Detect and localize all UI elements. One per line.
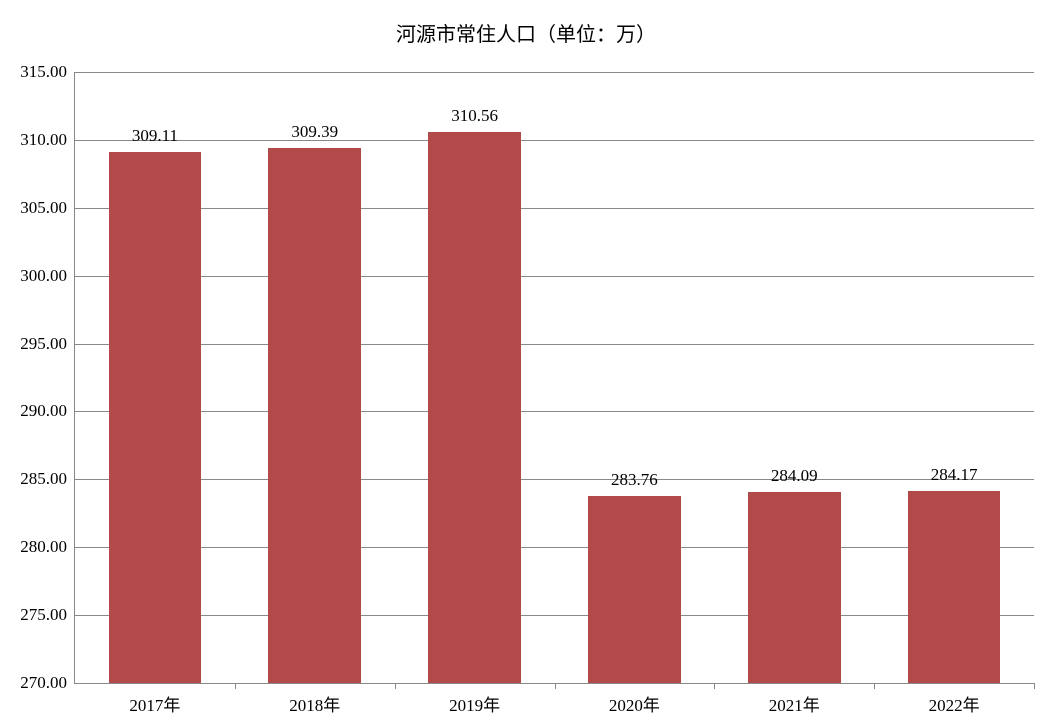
- bar: 283.76: [588, 496, 681, 683]
- ytick-label: 285.00: [20, 469, 75, 489]
- xtick-label: 2021年: [769, 691, 820, 716]
- xtick-label: 2018年: [289, 691, 340, 716]
- bar-slot: 309.112017年: [75, 72, 235, 683]
- bar: 284.09: [748, 492, 841, 683]
- bar-value-label: 284.09: [771, 466, 818, 486]
- plot-area: 309.112017年309.392018年310.562019年283.762…: [74, 72, 1034, 684]
- chart-title: 河源市常住人口（单位：万）: [0, 18, 1052, 47]
- bar-slot: 284.092021年: [714, 72, 874, 683]
- ytick-label: 315.00: [20, 62, 75, 82]
- xtick-mark: [555, 683, 556, 689]
- xtick-mark: [235, 683, 236, 689]
- bar-value-label: 309.39: [291, 122, 338, 142]
- xtick-mark: [1034, 683, 1035, 689]
- xtick-label: 2017年: [129, 691, 180, 716]
- xtick-mark: [395, 683, 396, 689]
- bar-value-label: 284.17: [931, 465, 978, 485]
- ytick-label: 295.00: [20, 334, 75, 354]
- bar-slot: 309.392018年: [235, 72, 395, 683]
- bars-group: 309.112017年309.392018年310.562019年283.762…: [75, 72, 1034, 683]
- chart-container: 河源市常住人口（单位：万） 309.112017年309.392018年310.…: [0, 0, 1052, 726]
- xtick-mark: [714, 683, 715, 689]
- ytick-label: 280.00: [20, 537, 75, 557]
- ytick-label: 310.00: [20, 130, 75, 150]
- xtick-mark: [874, 683, 875, 689]
- bar-value-label: 283.76: [611, 470, 658, 490]
- ytick-label: 290.00: [20, 401, 75, 421]
- bar: 309.11: [109, 152, 202, 683]
- ytick-label: 300.00: [20, 266, 75, 286]
- ytick-label: 305.00: [20, 198, 75, 218]
- bar-value-label: 310.56: [451, 106, 498, 126]
- bar-value-label: 309.11: [132, 126, 178, 146]
- xtick-label: 2020年: [609, 691, 660, 716]
- xtick-label: 2019年: [449, 691, 500, 716]
- bar: 309.39: [268, 148, 361, 683]
- bar-slot: 284.172022年: [874, 72, 1034, 683]
- bar-slot: 283.762020年: [555, 72, 715, 683]
- bar-slot: 310.562019年: [395, 72, 555, 683]
- xtick-label: 2022年: [929, 691, 980, 716]
- ytick-label: 270.00: [20, 673, 75, 693]
- bar: 284.17: [908, 491, 1001, 683]
- bar: 310.56: [428, 132, 521, 683]
- ytick-label: 275.00: [20, 605, 75, 625]
